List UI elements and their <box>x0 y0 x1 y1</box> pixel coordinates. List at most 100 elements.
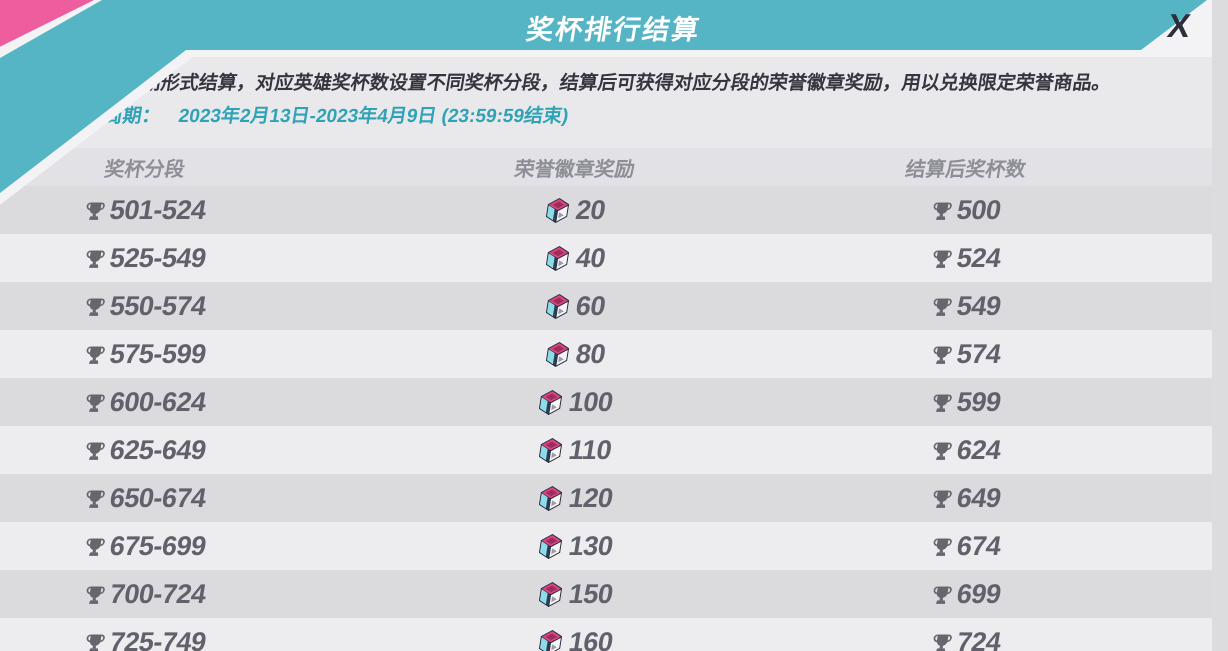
honor-badge-icon <box>538 581 562 607</box>
honor-badge-icon <box>538 389 562 415</box>
tier-range: 725-749 <box>107 626 208 651</box>
tier-cell: 525-549 <box>0 243 290 274</box>
tier-cell: 675-699 <box>0 531 290 562</box>
badge-reward-cell: 120 <box>290 483 860 514</box>
trophies-after-cell: 574 <box>860 339 1212 370</box>
trophies-after-count: 500 <box>954 194 1003 225</box>
honor-badge-icon <box>538 629 562 651</box>
trophy-icon <box>933 297 952 315</box>
trophy-icon <box>933 633 952 651</box>
page-title-text: 奖杯排行结算 <box>524 15 703 45</box>
description-text: 奖杯排行以周期形式结算，对应英雄奖杯数设置不同奖杯分段，结算后可获得对应分段的荣… <box>26 73 1113 94</box>
honor-badge-icon <box>538 533 562 559</box>
tier-range: 700-724 <box>107 578 208 609</box>
trophies-after-cell: 500 <box>860 195 1212 226</box>
badge-reward-amount: 130 <box>566 530 615 561</box>
honor-badge-icon <box>545 197 570 223</box>
trophies-after-count: 549 <box>954 290 1003 321</box>
trophy-icon <box>86 297 105 315</box>
tier-range: 525-549 <box>107 242 208 273</box>
trophies-after-count: 724 <box>954 626 1003 651</box>
trophies-after-count: 624 <box>954 434 1003 465</box>
badge-reward-amount: 100 <box>566 386 615 417</box>
badge-reward-cell: 60 <box>290 291 860 322</box>
tier-cell: 625-649 <box>0 435 290 466</box>
trophy-icon <box>933 201 952 219</box>
badge-reward-amount: 110 <box>567 434 614 465</box>
badge-reward-cell: 100 <box>290 387 860 418</box>
trophy-icon <box>933 393 952 411</box>
tier-cell: 501-524 <box>0 195 290 226</box>
tier-range: 675-699 <box>107 530 208 561</box>
trophies-after-cell: 599 <box>860 387 1212 418</box>
trophy-icon <box>86 585 105 603</box>
trophy-icon <box>933 249 952 267</box>
table-row: 501-524 20 <box>0 186 1212 234</box>
content-panel: 奖杯排行以周期形式结算，对应英雄奖杯数设置不同奖杯分段，结算后可获得对应分段的荣… <box>0 57 1212 651</box>
tier-cell: 600-624 <box>0 387 290 418</box>
table-row: 725-749 160 <box>0 618 1212 651</box>
trophies-after-count: 699 <box>954 578 1003 609</box>
honor-badge-icon <box>538 485 562 511</box>
honor-badge-icon <box>545 245 570 271</box>
period-value: 2023年2月13日-2023年4月9日 (23:59:59结束) <box>177 106 571 127</box>
honor-badge-icon <box>539 437 563 463</box>
table-body[interactable]: 501-524 20 <box>0 186 1212 651</box>
badge-reward-cell: 130 <box>290 531 860 562</box>
trophy-icon <box>86 393 105 411</box>
close-icon: X <box>1165 7 1194 44</box>
trophy-icon <box>86 537 105 555</box>
badge-reward-cell: 160 <box>290 627 860 651</box>
screen-edge-strip <box>1212 0 1228 651</box>
badge-reward-cell: 80 <box>290 339 860 370</box>
column-header-trophies-after: 结算后奖杯数 <box>903 158 1028 181</box>
tier-range: 600-624 <box>107 386 208 417</box>
tier-cell: 650-674 <box>0 483 290 514</box>
tier-range: 625-649 <box>107 434 208 465</box>
badge-reward-cell: 40 <box>290 243 860 274</box>
trophy-icon <box>933 441 952 459</box>
trophies-after-count: 649 <box>954 482 1003 513</box>
trophy-icon <box>933 585 952 603</box>
trophy-icon <box>86 441 105 459</box>
tier-cell: 700-724 <box>0 579 290 610</box>
badge-reward-amount: 20 <box>573 194 608 225</box>
table-row: 600-624 100 <box>0 378 1212 426</box>
trophies-after-cell: 724 <box>860 627 1212 651</box>
close-button[interactable]: X <box>1154 4 1204 48</box>
badge-reward-cell: 150 <box>290 579 860 610</box>
trophy-icon <box>86 249 105 267</box>
badge-reward-amount: 150 <box>566 578 615 609</box>
badge-reward-amount: 40 <box>573 242 608 273</box>
trophies-after-cell: 674 <box>860 531 1212 562</box>
badge-reward-amount: 60 <box>573 290 608 321</box>
trophies-after-count: 599 <box>954 386 1003 417</box>
tier-range: 575-599 <box>107 338 208 369</box>
trophies-after-count: 674 <box>954 530 1003 561</box>
tier-cell: 550-574 <box>0 291 290 322</box>
trophy-icon <box>86 345 105 363</box>
trophies-after-cell: 624 <box>860 435 1212 466</box>
column-header-badge-reward: 荣誉徽章奖励 <box>512 158 637 181</box>
trophy-icon <box>933 345 952 363</box>
badge-reward-amount: 120 <box>566 482 615 513</box>
tier-range: 550-574 <box>107 290 208 321</box>
honor-badge-icon <box>545 341 570 367</box>
badge-reward-cell: 20 <box>290 195 860 226</box>
tier-cell: 725-749 <box>0 627 290 651</box>
trophy-icon <box>86 201 105 219</box>
table-row: 650-674 120 <box>0 474 1212 522</box>
trophies-after-cell: 699 <box>860 579 1212 610</box>
table-row: 675-699 130 <box>0 522 1212 570</box>
settlement-period: 当前结算周期：2023年2月13日-2023年4月9日 (23:59:59结束) <box>26 101 1193 128</box>
honor-badge-icon <box>545 293 570 319</box>
table-row: 625-649 110 <box>0 426 1212 474</box>
trophies-after-count: 574 <box>954 338 1003 369</box>
trophies-after-cell: 649 <box>860 483 1212 514</box>
table-header: 奖杯分段 荣誉徽章奖励 结算后奖杯数 <box>0 148 1212 186</box>
trophy-icon <box>86 489 105 507</box>
trophies-after-cell: 524 <box>860 243 1212 274</box>
table-row: 525-549 40 <box>0 234 1212 282</box>
tier-range: 650-674 <box>107 482 208 513</box>
